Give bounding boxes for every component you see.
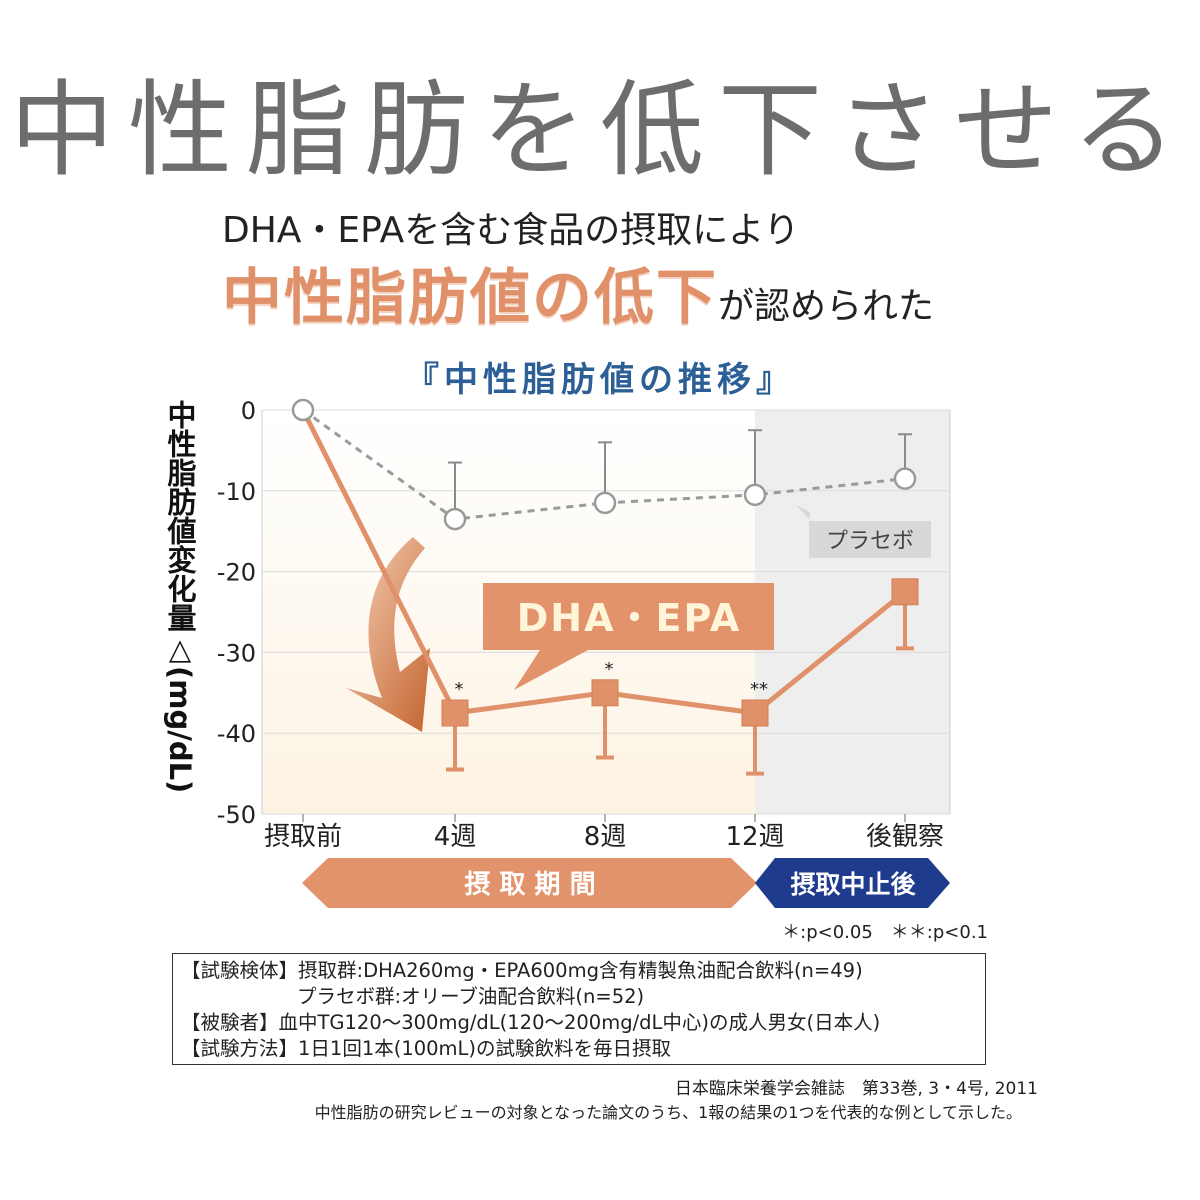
headline: 中性脂肪を低下させる [9,69,1190,191]
significance-mark: * [455,679,464,700]
placebo-line [302,408,906,521]
dha-point [741,699,769,727]
subtitle-tail: が認められた [718,286,935,327]
placebo-point [743,483,767,507]
x-tick-label: 後観察 [866,822,944,852]
placebo-label-box [809,521,931,558]
x-tick-label: 12週 [725,822,784,852]
placebo-point [593,491,617,515]
y-tick-label: -30 [217,639,256,667]
intake-period-arrow [302,858,757,908]
plot-area-after [755,410,950,814]
citation: 日本臨床栄養学会雑誌 第33巻, 3・4号, 2011 [674,1079,1038,1099]
y-tick-label: -50 [217,801,256,829]
note-placebo: プラセボ群:オリーブ油配合飲料(n=52) [297,985,645,1008]
y-axis-label: 中性脂肪値変化量△(mg/dL) [163,400,197,794]
y-tick-label: -40 [217,720,256,748]
trend-arrow-icon [346,537,430,732]
significance-mark: ** [750,679,768,700]
y-tick-label: -20 [217,559,256,587]
after-period-label: 摂取中止後 [790,870,916,899]
note-sample: 【試験検体】摂取群:DHA260mg・EPA600mg含有精製魚油配合飲料(n=… [181,959,863,982]
x-tick-label: 摂取前 [264,822,342,852]
subtitle-line2: 中性脂肪値の低下が認められた [222,258,934,353]
placebo-label: プラセボ [826,529,914,554]
significance-mark: * [605,659,614,680]
placebo-point [291,398,315,422]
dha-callout-box [483,583,774,690]
dha-callout-label: DHA・EPA [517,596,742,640]
chart-title: 『中性脂肪値の推移』 [405,360,795,400]
note-method: 【試験方法】1日1回1本(100mL)の試験飲料を毎日摂取 [181,1037,672,1060]
dha-point [441,699,469,727]
placebo-point [893,467,917,490]
x-tick-label: 8週 [584,822,627,852]
pvalue-legend: ＊:p<0.05 ＊＊:p<0.1 [782,922,988,943]
study-notes-box: 【試験検体】摂取群:DHA260mg・EPA600mg含有精製魚油配合飲料(n=… [172,953,986,1065]
subtitle-line1: DHA・EPAを含む食品の摂取により [222,210,800,251]
after-period-arrow [755,858,950,908]
x-tick-label: 4週 [434,822,477,852]
subtitle-highlight: 中性脂肪値の低下 [222,263,718,333]
dha-point [591,679,619,707]
y-tick-label: 0 [241,397,256,425]
intake-period-label: 摂 取 期 間 [464,869,595,900]
y-tick-label: -10 [217,478,256,506]
dha-point [891,578,919,606]
footnote: 中性脂肪の研究レビューの対象となった論文のうち、1報の結果の1つを代表的な例とし… [314,1103,1022,1122]
note-subjects: 【被験者】血中TG120〜300mg/dL(120〜200mg/dL中心)の成人… [181,1011,881,1034]
placebo-point [443,507,467,531]
